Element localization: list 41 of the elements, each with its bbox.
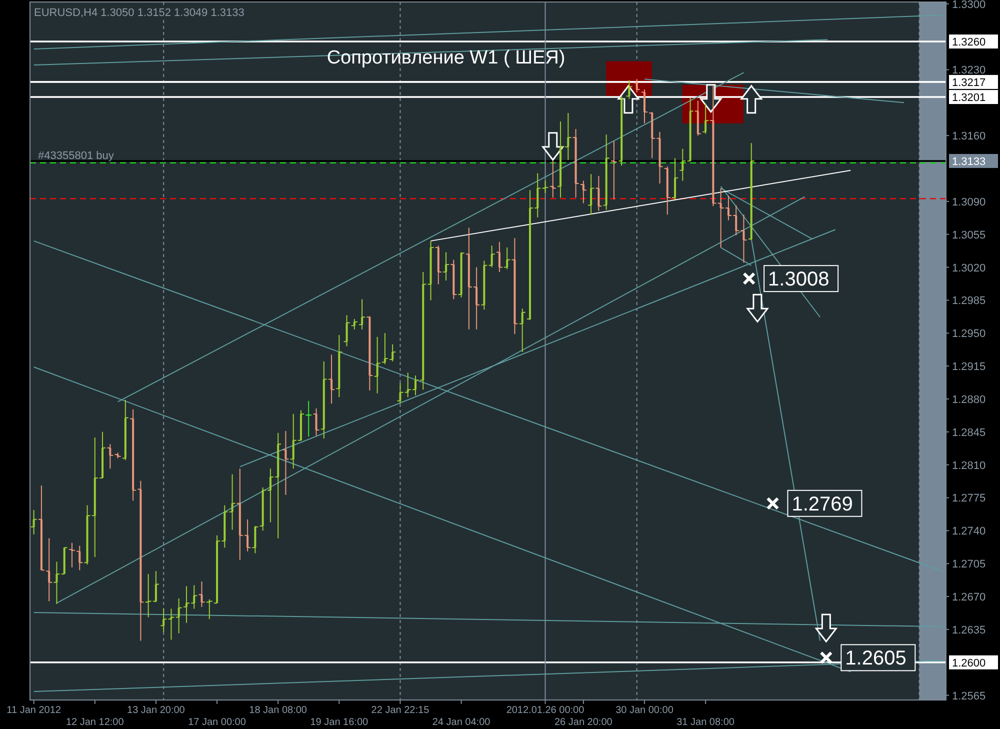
y-tick-label: 1.2915 [952,361,986,374]
x-tick-label: 18 Jan 08:00 [249,705,308,716]
y-tick-label: 1.2670 [952,592,986,604]
y-tick-label: 1.2845 [952,426,986,439]
y-tick-label: 1.3300 [952,0,986,11]
y-tick-label: 1.2775 [952,492,986,505]
y-tick-label: 1.2810 [952,460,986,472]
y-tick-label: 1.3090 [952,196,986,208]
annotation: Сопротивление W1 ( ШЕЯ) [326,48,566,69]
chart-title: EURUSD,H4 1.3050 1.3152 1.3049 1.3133 [34,7,244,19]
y-tick-label: 1.3020 [952,262,986,274]
y-tick-label: 1.2740 [952,526,986,538]
y-tick-label: 1.2950 [952,328,986,340]
y-tick-label: 1.2705 [952,558,986,571]
x-tick-label: 19 Jan 16:00 [310,717,368,728]
ref-line-label: 1.3201 [952,92,986,104]
x-tick-label: 30 Jan 00:00 [616,705,674,716]
y-tick-label: 1.3160 [952,130,986,143]
ref-line-label: 1.3217 [952,76,986,89]
ref-line-label: 1.3133 [952,156,986,168]
x-tick-label: 26 Jan 20:00 [554,717,613,728]
annotation: 1.2769 [792,493,853,516]
y-tick-label: 1.3055 [952,229,986,242]
x-tick-label: 12 Jan 12:00 [66,717,124,728]
y-tick-label: 1.2565 [952,690,986,702]
ref-line-label: 1.3260 [952,36,986,49]
x-tick-label: 13 Jan 20:00 [127,705,186,716]
x-tick-label: 17 Jan 00:00 [188,717,246,728]
y-tick-label: 1.2985 [952,295,986,308]
y-tick-label: 1.3230 [952,64,986,77]
x-tick-label: 11 Jan 2012 [6,705,62,716]
x-tick-label: 24 Jan 04:00 [432,717,491,728]
ref-line-label: #43355801 buy [38,150,114,162]
ref-line-label: 1.2600 [952,657,986,670]
x-tick-label: 31 Jan 08:00 [676,717,735,728]
annotation: 1.2605 [845,648,906,670]
x-tick-label: 2012.01.26 00:00 [506,705,585,716]
x-tick-label: 22 Jan 22:15 [371,705,430,716]
y-tick-label: 1.2880 [952,394,986,406]
annotation: 1.3008 [768,268,830,291]
y-tick-label: 1.2635 [952,624,986,636]
